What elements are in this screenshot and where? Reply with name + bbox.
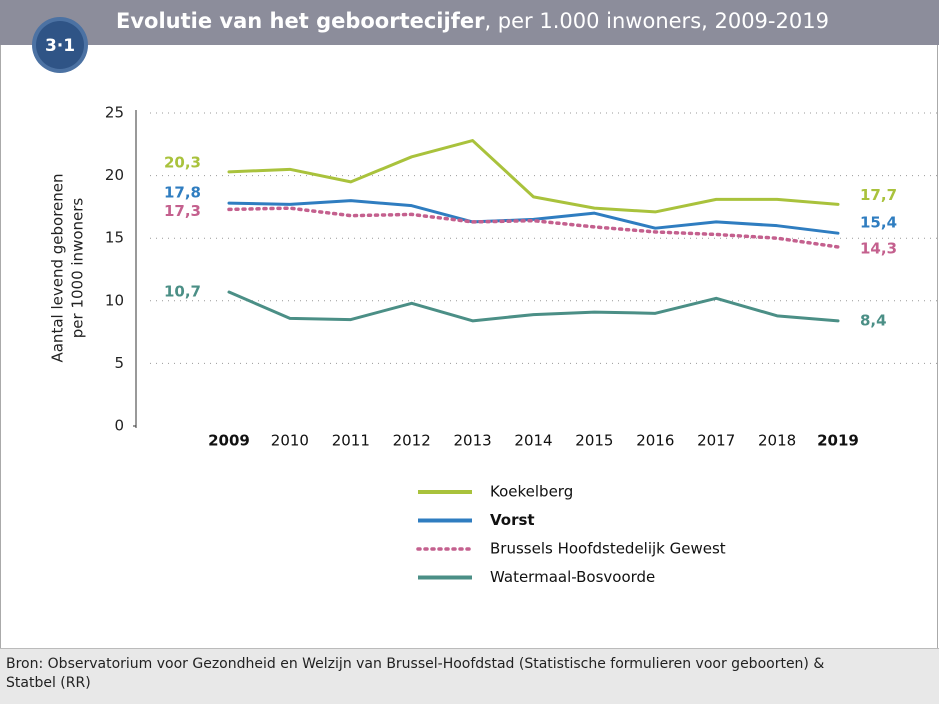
data-label: 17,7 [860, 186, 897, 204]
x-tick-label: 2011 [332, 432, 370, 450]
data-label: 17,8 [164, 184, 201, 202]
line [227, 206, 840, 249]
legend-label: Vorst [490, 511, 535, 529]
data-label: 8,4 [860, 311, 887, 329]
x-tick-label: 2009 [208, 432, 250, 450]
badge [36, 21, 84, 69]
data-label: 10,7 [164, 283, 201, 301]
chart-title: Evolutie van het geboortecijfer, per 1.0… [116, 9, 829, 33]
x-tick-label: 2016 [636, 432, 674, 450]
data-label: 15,4 [860, 214, 897, 232]
x-tick-label: 2017 [697, 432, 735, 450]
data-label: 17,3 [164, 202, 201, 220]
footer-line: Statbel (RR) [6, 675, 91, 691]
title: Evolutie van het geboortecijfer [116, 9, 485, 33]
y-tick-label: 15 [105, 229, 124, 247]
footer: Bron: Observatorium voor Gezondheid en W… [0, 648, 939, 704]
x-tick-label: 2019 [817, 432, 859, 450]
y-tick-label: 10 [105, 291, 124, 309]
legend-label: Brussels Hoofdstedelijk Gewest [490, 540, 726, 558]
line [227, 199, 840, 235]
x-tick-label: 2012 [393, 432, 431, 450]
y-tick-label: 0 [114, 417, 124, 435]
y-axis-label: per 1000 inwoners [69, 198, 87, 339]
y-tick-label: 20 [105, 166, 124, 184]
legend-label: Koekelberg [490, 483, 573, 501]
subtitle: , per 1.000 inwoners, 2009-2019 [484, 9, 829, 33]
line [227, 290, 840, 323]
x-tick-label: 2015 [575, 432, 613, 450]
x-tick-label: 2018 [758, 432, 796, 450]
data-label: 14,3 [860, 239, 897, 257]
y-axis-label: Aantal levend geborenen [49, 173, 67, 362]
badge-text: 3·1 [45, 36, 75, 56]
y-tick-label: 25 [105, 104, 124, 122]
header-bar [0, 0, 939, 45]
data-label: 20,3 [164, 153, 201, 171]
legend-label: Watermaal-Bosvoorde [490, 568, 655, 586]
x-tick-label: 2014 [514, 432, 552, 450]
footer-line: Bron: Observatorium voor Gezondheid en W… [6, 656, 825, 672]
y-tick-label: 5 [114, 354, 124, 372]
frame [0, 39, 938, 661]
x-tick-label: 2010 [271, 432, 309, 450]
x-tick-label: 2013 [454, 432, 492, 450]
line [227, 139, 840, 214]
